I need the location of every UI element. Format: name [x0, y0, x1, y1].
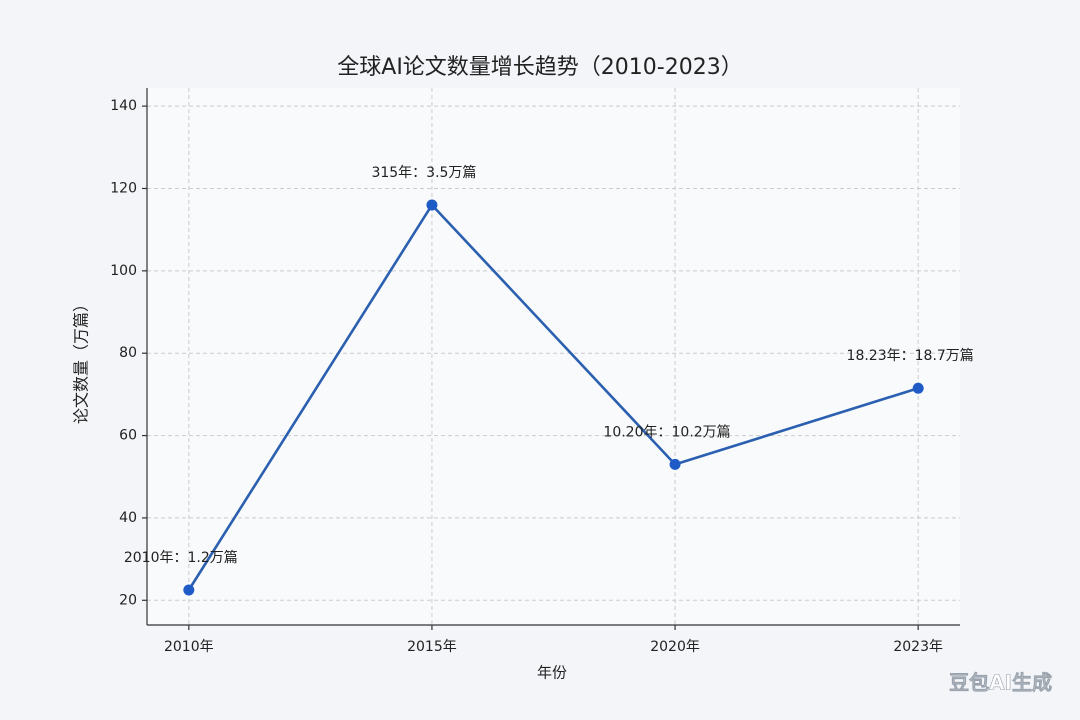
y-tick-label: 60 [119, 428, 137, 444]
watermark: 豆包AI生成 [949, 671, 1052, 695]
y-tick-label: 80 [119, 345, 137, 361]
point [183, 584, 195, 596]
x-tick-label: 2015年 [407, 639, 457, 655]
chart-title: 全球AI论文数量增长趋势（2010-2023） [337, 55, 742, 80]
point [426, 199, 438, 211]
y-tick-label: 40 [119, 510, 137, 526]
x-tick-label: 2020年 [650, 639, 700, 655]
y-axis-label: 论文数量（万篇） [72, 296, 91, 424]
annotation: 10.20年：10.2万篇 [603, 424, 730, 440]
annotation: 315年：3.5万篇 [371, 165, 476, 181]
series-line [187, 202, 919, 591]
y-tick-label: 120 [110, 180, 137, 196]
plot-area [147, 88, 960, 625]
x-tick-label: 2023年 [893, 639, 943, 655]
point [669, 458, 681, 470]
point [912, 382, 924, 394]
x-tick-label: 2010年 [164, 639, 214, 655]
y-tick-label: 20 [119, 592, 137, 608]
y-tick-label: 140 [110, 98, 137, 114]
x-axis-label: 年份 [537, 664, 567, 682]
annotation: 18.23年：18.7万篇 [847, 348, 974, 364]
annotation: 2010年：1.2万篇 [124, 550, 238, 566]
y-tick-label: 100 [110, 263, 137, 279]
